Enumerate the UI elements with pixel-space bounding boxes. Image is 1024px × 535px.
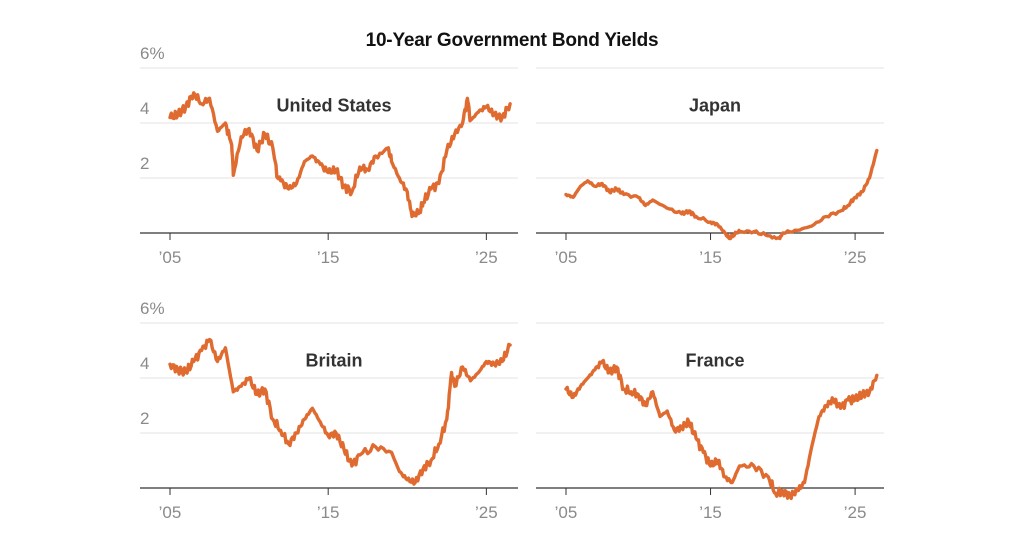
- x-tick-label: ’05: [555, 248, 578, 267]
- series-line: [564, 148, 879, 241]
- panel-united-states: 6% 4 2 ’05 ’15 ’25 United States: [140, 44, 518, 267]
- x-tick-label: ’05: [159, 503, 182, 522]
- panel-title: United States: [276, 95, 391, 115]
- y-tick-label: 4: [140, 99, 149, 118]
- panel-france: ’05 ’15 ’25 France: [536, 322, 884, 522]
- series-line: [564, 358, 879, 501]
- x-tick-label: ’15: [699, 503, 722, 522]
- x-tick-label: ’15: [699, 248, 722, 267]
- y-tick-label: 6%: [140, 299, 165, 318]
- series-line: [168, 91, 512, 219]
- x-tick-label: ’05: [159, 248, 182, 267]
- series-line: [168, 337, 512, 486]
- x-tick-label: ’25: [475, 503, 498, 522]
- x-tick-label: ’25: [844, 503, 867, 522]
- y-tick-label: 2: [140, 409, 149, 428]
- x-tick-label: ’05: [555, 503, 578, 522]
- x-tick-label: ’25: [475, 248, 498, 267]
- x-tick-label: ’25: [844, 248, 867, 267]
- panel-japan: ’05 ’15 ’25 Japan: [536, 67, 884, 267]
- panel-title: Britain: [305, 350, 362, 370]
- panel-title: Japan: [689, 95, 741, 115]
- y-tick-label: 4: [140, 354, 149, 373]
- y-tick-label: 6%: [140, 44, 165, 63]
- panel-title: France: [685, 350, 744, 370]
- chart-title: 10-Year Government Bond Yields: [365, 30, 659, 51]
- x-tick-label: ’15: [317, 503, 340, 522]
- y-tick-label: 2: [140, 154, 149, 173]
- x-tick-label: ’15: [317, 248, 340, 267]
- panel-britain: 6% 4 2 ’05 ’15 ’25 Britain: [140, 299, 518, 522]
